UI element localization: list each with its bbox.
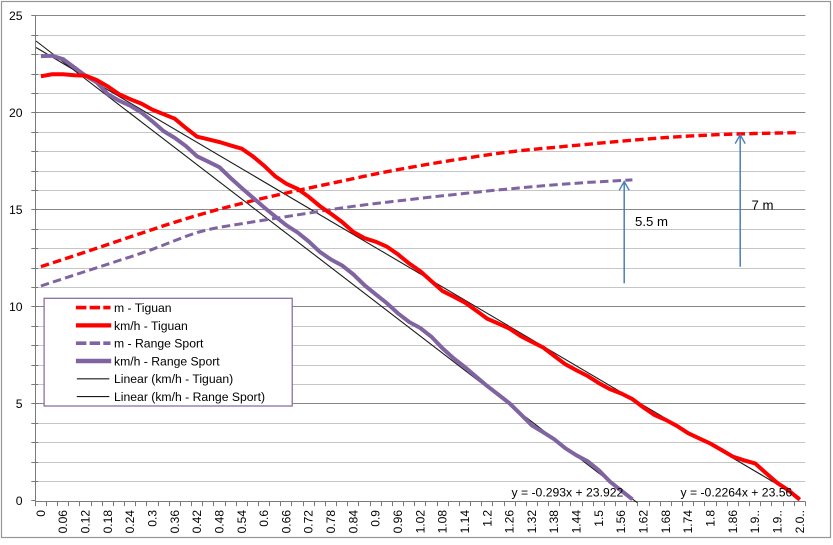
svg-text:0.96: 0.96 [391, 510, 405, 534]
svg-text:0.3: 0.3 [146, 510, 160, 527]
svg-text:0.42: 0.42 [190, 510, 204, 534]
svg-text:1.5: 1.5 [592, 510, 606, 527]
svg-text:1.62: 1.62 [637, 510, 651, 534]
svg-text:5: 5 [16, 397, 23, 411]
svg-text:0.72: 0.72 [302, 510, 316, 534]
svg-text:km/h - Range Sport: km/h - Range Sport [114, 354, 220, 368]
svg-text:7 m: 7 m [752, 197, 774, 212]
svg-text:0.54: 0.54 [235, 510, 249, 534]
svg-text:0.9: 0.9 [369, 510, 383, 527]
svg-text:0.24: 0.24 [123, 510, 137, 534]
svg-text:1.32: 1.32 [525, 510, 539, 534]
svg-text:0.66: 0.66 [279, 510, 293, 534]
svg-text:0: 0 [34, 510, 48, 517]
svg-text:1.56: 1.56 [614, 510, 628, 534]
svg-text:Linear (km/h - Range Sport): Linear (km/h - Range Sport) [114, 390, 265, 404]
svg-text:y = -0.2264x + 23.56: y = -0.2264x + 23.56 [681, 486, 793, 500]
svg-text:1.14: 1.14 [458, 510, 472, 534]
svg-text:1.9..: 1.9.. [770, 510, 784, 533]
svg-text:Linear (km/h - Tiguan): Linear (km/h - Tiguan) [114, 372, 233, 386]
svg-text:y = -0.293x + 23.922: y = -0.293x + 23.922 [512, 486, 624, 500]
svg-text:1.2: 1.2 [480, 510, 494, 527]
svg-text:1.74: 1.74 [681, 510, 695, 534]
svg-text:1.44: 1.44 [570, 510, 584, 534]
svg-text:1.02: 1.02 [413, 510, 427, 534]
svg-text:0.48: 0.48 [212, 510, 226, 534]
svg-text:0.06: 0.06 [56, 510, 70, 534]
svg-text:0.78: 0.78 [324, 510, 338, 534]
svg-text:1.86: 1.86 [726, 510, 740, 534]
svg-text:km/h - Tiguan: km/h - Tiguan [114, 319, 188, 333]
svg-text:m - Tiguan: m - Tiguan [114, 301, 172, 315]
svg-text:1.08: 1.08 [436, 510, 450, 534]
svg-text:1.8: 1.8 [704, 510, 718, 527]
svg-text:20: 20 [9, 106, 23, 120]
svg-text:1.38: 1.38 [547, 510, 561, 534]
svg-text:15: 15 [9, 203, 23, 217]
svg-text:0: 0 [16, 494, 23, 508]
svg-text:10: 10 [9, 300, 23, 314]
svg-text:0.12: 0.12 [79, 510, 93, 534]
svg-text:1.9..: 1.9.. [748, 510, 762, 533]
svg-text:0.36: 0.36 [168, 510, 182, 534]
svg-text:2.0..: 2.0.. [793, 510, 807, 533]
svg-text:5.5 m: 5.5 m [635, 214, 668, 229]
svg-text:0.6: 0.6 [257, 510, 271, 527]
svg-text:m - Range Sport: m - Range Sport [114, 337, 204, 351]
svg-text:1.26: 1.26 [503, 510, 517, 534]
svg-text:0.84: 0.84 [346, 510, 360, 534]
svg-text:25: 25 [9, 9, 23, 23]
svg-text:1.68: 1.68 [659, 510, 673, 534]
svg-text:0.18: 0.18 [101, 510, 115, 534]
